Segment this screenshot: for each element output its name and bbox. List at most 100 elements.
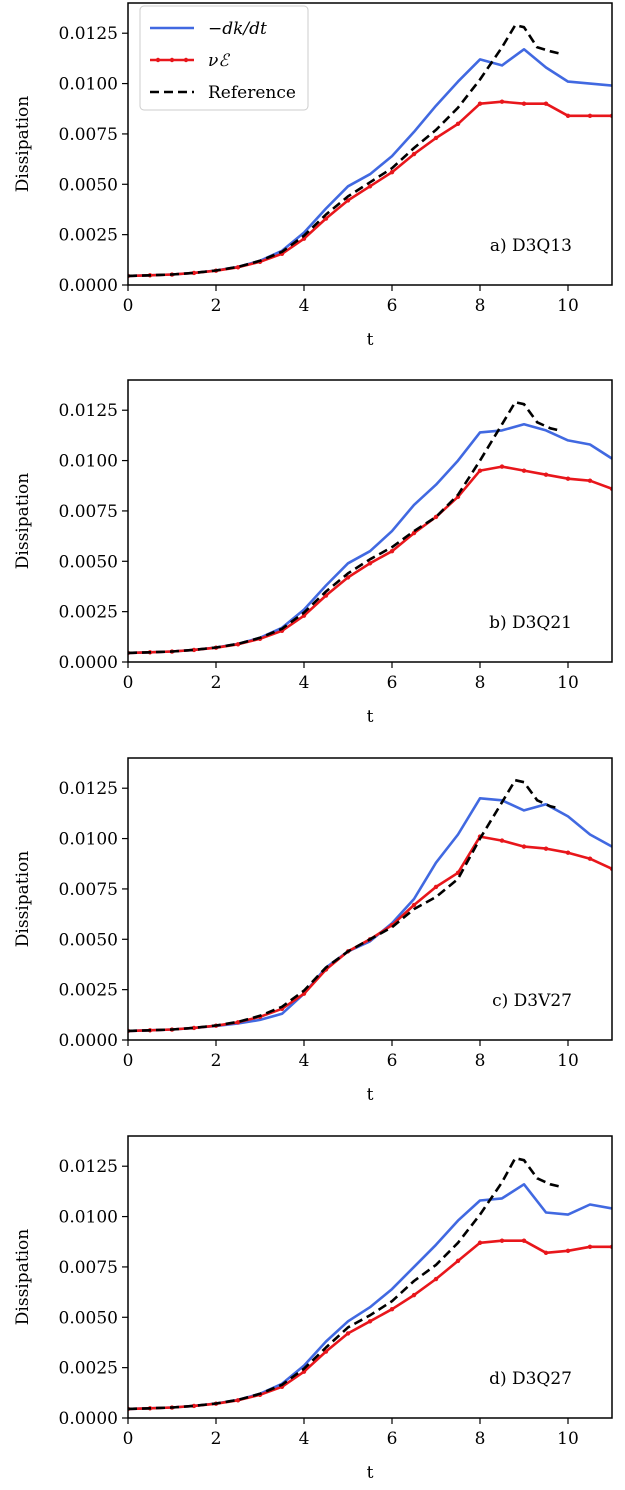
data-point-nuE xyxy=(587,478,593,483)
y-tick-label: 0.0100 xyxy=(59,1208,118,1228)
y-tick-label: 0.0125 xyxy=(59,779,118,799)
plot-frame xyxy=(127,379,613,663)
y-tick-label: 0.0000 xyxy=(59,1031,118,1051)
x-tick-label: 8 xyxy=(475,1051,486,1071)
x-tick-label: 2 xyxy=(211,1429,222,1449)
data-point-nuE xyxy=(345,198,351,203)
x-tick-label: 0 xyxy=(123,296,134,316)
series-group xyxy=(128,778,612,1034)
data-point-nuE xyxy=(345,575,351,580)
y-axis-label: Dissipation xyxy=(13,473,33,569)
panel-label: b) D3Q21 xyxy=(489,613,572,633)
y-tick-label: 0.0000 xyxy=(59,276,118,296)
data-point-nuE xyxy=(455,1258,461,1264)
x-tick-label: 4 xyxy=(299,1051,310,1071)
x-tick-label: 2 xyxy=(211,673,222,693)
legend-label-reference: Reference xyxy=(208,83,296,103)
x-tick-label: 8 xyxy=(475,296,486,316)
x-tick-label: 4 xyxy=(299,1429,310,1449)
data-point-nuE xyxy=(367,184,373,189)
x-tick-label: 6 xyxy=(387,1429,398,1449)
data-point-nuE xyxy=(323,593,329,598)
chart-panel-c: 0 2 4 6 8 10 0.0000 0.0025 0.0050 0.0075 0.0100 0.0… xyxy=(13,757,613,1105)
chart-panel-a: 0 2 4 6 8 10 0.0000 0.0025 0.0050 0.0075 0.0100 0.0… xyxy=(13,2,613,350)
y-tick-label: 0.0125 xyxy=(59,401,118,421)
data-point-nuE xyxy=(433,1276,439,1282)
data-point-nuE xyxy=(367,1319,373,1324)
data-point-nuE xyxy=(499,99,505,104)
data-point-nuE xyxy=(587,856,593,861)
data-point-nuE xyxy=(433,514,439,520)
x-tick-label: 4 xyxy=(299,296,310,316)
data-point-nuE xyxy=(565,113,571,119)
data-point-nuE xyxy=(235,642,241,647)
y-tick-label: 0.0000 xyxy=(59,1409,118,1429)
y-tick-label: 0.0125 xyxy=(59,1157,118,1177)
series-group xyxy=(128,23,612,279)
legend-label-dkdt: −dk/dt xyxy=(208,19,267,39)
data-point-nuE xyxy=(367,561,373,566)
data-point-nuE xyxy=(411,151,417,157)
data-point-nuE xyxy=(455,494,461,500)
y-tick-label: 0.0050 xyxy=(59,1308,118,1328)
data-point-nuE xyxy=(499,838,505,843)
x-tick-label: 10 xyxy=(557,1429,579,1449)
data-point-nuE xyxy=(521,468,527,473)
x-tick-label: 8 xyxy=(475,673,486,693)
data-point-nuE xyxy=(499,464,505,469)
x-tick-label: 0 xyxy=(123,1429,134,1449)
data-point-nuE xyxy=(411,530,417,536)
chart-panel-b: 0 2 4 6 8 10 0.0000 0.0025 0.0050 0.0075 0.0100 0.0… xyxy=(13,379,613,727)
y-tick-label: 0.0100 xyxy=(59,830,118,850)
y-tick-label: 0.0025 xyxy=(59,981,118,1001)
x-tick-label: 10 xyxy=(557,296,579,316)
data-point-nuE xyxy=(235,1020,241,1025)
data-point-nuE xyxy=(389,170,395,175)
x-tick-label: 10 xyxy=(557,1051,579,1071)
data-point-nuE xyxy=(455,870,461,876)
y-tick-label: 0.0075 xyxy=(59,880,118,900)
data-point-nuE xyxy=(389,549,395,554)
plot-frame xyxy=(127,2,613,286)
x-axis-label: t xyxy=(367,1085,374,1105)
data-point-nuE xyxy=(477,468,483,473)
y-tick-label: 0.0075 xyxy=(59,502,118,522)
data-point-nuE xyxy=(543,846,549,851)
x-axis-label: t xyxy=(367,330,374,350)
data-point-nuE xyxy=(411,1292,417,1298)
data-point-nuE xyxy=(543,1250,549,1256)
x-tick-label: 6 xyxy=(387,673,398,693)
x-axis-label: t xyxy=(367,707,374,727)
legend: −dk/dt νℰ Reference xyxy=(139,5,309,111)
data-point-nuE xyxy=(521,1238,527,1243)
y-tick-label: 0.0100 xyxy=(59,452,118,472)
data-point-nuE xyxy=(521,844,527,849)
data-point-nuE xyxy=(433,884,439,890)
plot-frame xyxy=(127,1135,613,1419)
data-point-nuE xyxy=(323,216,329,221)
x-tick-label: 2 xyxy=(211,296,222,316)
data-point-nuE xyxy=(565,850,571,855)
y-tick-label: 0.0000 xyxy=(59,653,118,673)
plot-frame xyxy=(127,757,613,1041)
x-tick-label: 0 xyxy=(123,673,134,693)
chart-panel-d: 0 2 4 6 8 10 0.0000 0.0025 0.0050 0.0075 0.0100 0.0… xyxy=(13,1135,613,1483)
x-tick-label: 6 xyxy=(387,296,398,316)
series-line-reference xyxy=(128,1156,560,1411)
legend-marker xyxy=(183,57,189,63)
data-point-nuE xyxy=(587,113,593,119)
legend-marker xyxy=(155,57,161,63)
panel-label: c) D3V27 xyxy=(492,991,572,1011)
data-point-nuE xyxy=(543,101,549,106)
y-tick-label: 0.0100 xyxy=(59,75,118,95)
data-point-nuE xyxy=(345,1331,351,1336)
y-axis-label: Dissipation xyxy=(13,1229,33,1325)
data-point-nuE xyxy=(389,1307,395,1312)
y-axis-label: Dissipation xyxy=(13,96,33,192)
y-tick-label: 0.0050 xyxy=(59,175,118,195)
series-group xyxy=(128,400,612,656)
data-point-nuE xyxy=(323,1349,329,1354)
y-tick-label: 0.0025 xyxy=(59,226,118,246)
data-point-nuE xyxy=(235,265,241,270)
